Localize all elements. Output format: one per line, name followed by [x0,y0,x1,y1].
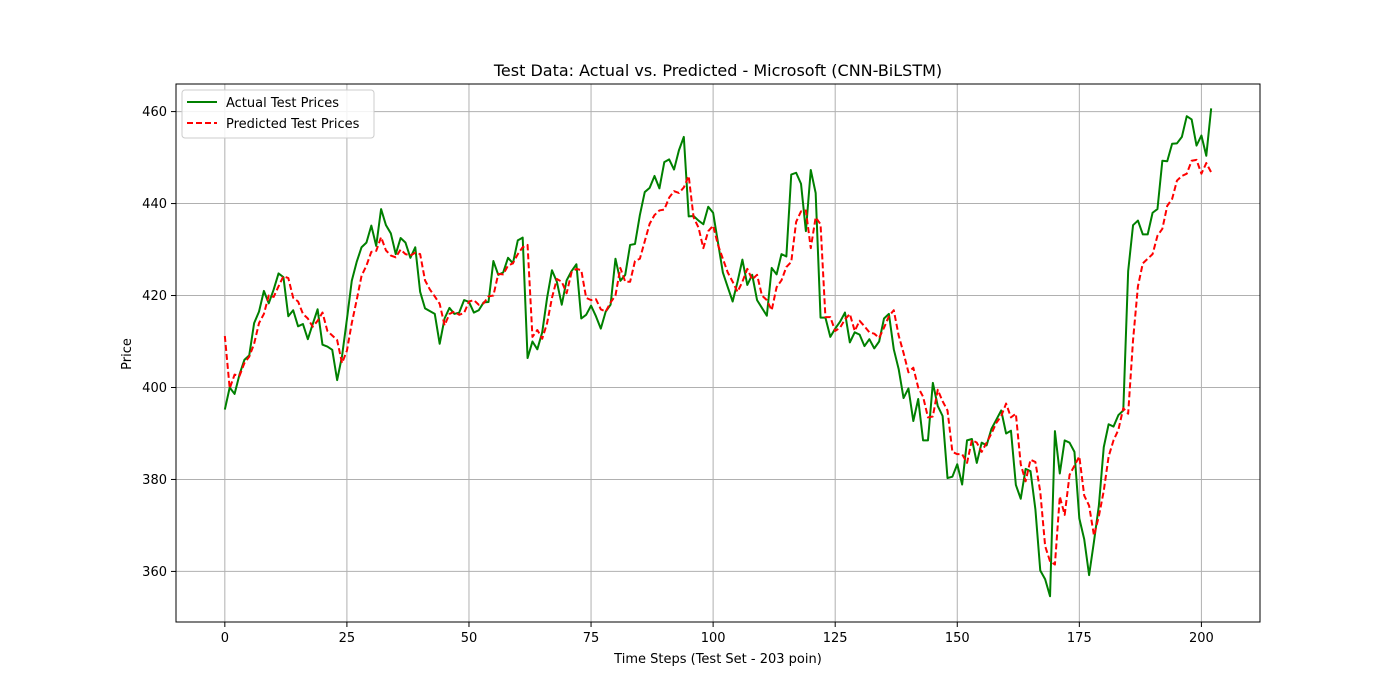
x-tick-label: 50 [461,631,478,646]
y-tick-label: 440 [142,197,167,212]
legend-label-actual: Actual Test Prices [226,96,339,111]
x-axis-label: Time Steps (Test Set - 203 poin) [613,652,822,667]
plot-frame [175,83,1261,623]
legend: Actual Test Prices Predicted Test Prices [181,89,375,139]
x-tick-label: 150 [945,631,970,646]
x-tick-label: 25 [339,631,356,646]
x-tick-label: 200 [1189,631,1214,646]
y-tick-label: 380 [142,473,167,488]
x-tick-label: 125 [823,631,848,646]
y-tick-label: 460 [142,105,167,120]
x-tick-label: 175 [1067,631,1092,646]
legend-label-predicted: Predicted Test Prices [226,117,360,132]
series-lines [223,108,1213,598]
x-tick-label: 75 [583,631,600,646]
x-tick-label: 0 [221,631,229,646]
legend-box [181,89,375,139]
y-tick-label: 420 [142,289,167,304]
x-tick-label: 100 [701,631,726,646]
actual-prices-line [223,108,1213,598]
y-axis-label: Price [120,338,135,370]
chart-title: Test Data: Actual vs. Predicted - Micros… [493,61,942,80]
axes: 0 25 50 75 100 125 150 175 200 360 380 400 420 440 460 [142,105,1214,646]
y-tick-label: 400 [142,381,167,396]
y-tick-label: 360 [142,565,167,580]
predicted-prices-line [223,158,1213,566]
